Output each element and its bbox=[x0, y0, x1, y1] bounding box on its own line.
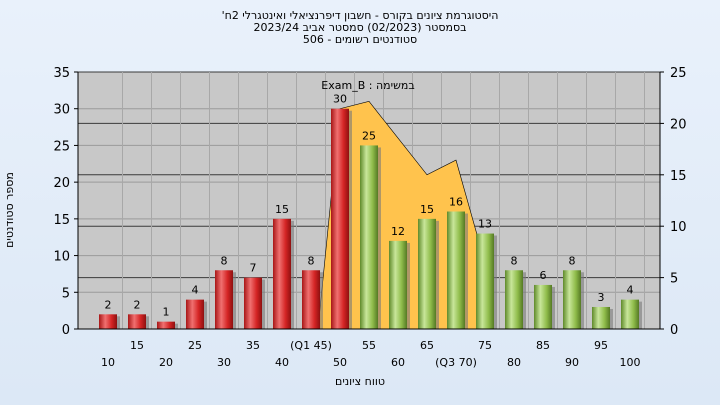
y-tick-label: 15 bbox=[53, 213, 70, 228]
y-axis-label: מספר סטודנטים bbox=[3, 172, 16, 248]
y2-tick-label: 10 bbox=[670, 220, 687, 235]
value-label: 8 bbox=[221, 254, 228, 267]
value-label: 2 bbox=[134, 298, 141, 311]
bar-40 bbox=[273, 218, 291, 329]
x-tick-label: 30 bbox=[217, 356, 231, 369]
bar-30 bbox=[215, 270, 233, 329]
value-label: 1 bbox=[163, 306, 170, 319]
bar-65 bbox=[418, 218, 436, 329]
x-tick-label: (Q3 70) bbox=[435, 356, 477, 369]
bar-55 bbox=[360, 145, 378, 329]
value-label: 4 bbox=[627, 284, 634, 297]
x-tick-label: 20 bbox=[159, 356, 173, 369]
value-label: 8 bbox=[511, 254, 518, 267]
legend-text: Exam_B : במשימה bbox=[321, 79, 414, 92]
bar-85 bbox=[534, 284, 552, 329]
bar-60 bbox=[389, 240, 407, 329]
bar-75 bbox=[476, 233, 494, 329]
x-tick-label: 50 bbox=[333, 356, 347, 369]
value-label: 4 bbox=[192, 284, 199, 297]
x-tick-label: 15 bbox=[130, 339, 144, 352]
x-tick-label: 80 bbox=[507, 356, 521, 369]
x-tick-label: 90 bbox=[565, 356, 579, 369]
y2-tick-label: 15 bbox=[670, 169, 687, 184]
y-tick-label: 30 bbox=[53, 103, 70, 118]
bar-50 bbox=[331, 108, 349, 329]
x-tick-label: 35 bbox=[246, 339, 260, 352]
x-tick-label: 40 bbox=[275, 356, 289, 369]
y-tick-label: 5 bbox=[62, 286, 70, 301]
y-tick-label: 10 bbox=[53, 250, 70, 265]
value-label: 13 bbox=[478, 218, 492, 231]
bar-15 bbox=[128, 314, 146, 329]
bar-20 bbox=[157, 321, 175, 329]
title-line-3: סטודנטים רשומים - 506 bbox=[302, 33, 418, 46]
value-label: 6 bbox=[540, 269, 547, 282]
y2-tick-label: 20 bbox=[670, 117, 687, 132]
chart-title: 'היסטוגרמת ציונים בקורס - חשבון דיפרנציא… bbox=[0, 10, 720, 46]
x-tick-label: (Q1 45) bbox=[290, 339, 332, 352]
x-tick-label: 85 bbox=[536, 339, 550, 352]
bar-(Q3 70) bbox=[447, 211, 465, 329]
y-tick-label: 20 bbox=[53, 176, 70, 191]
value-label: 25 bbox=[362, 129, 376, 142]
x-tick-label: 75 bbox=[478, 339, 492, 352]
x-tick-label: 65 bbox=[420, 339, 434, 352]
y2-tick-label: 25 bbox=[670, 66, 687, 81]
value-label: 2 bbox=[105, 298, 112, 311]
y-tick-label: 25 bbox=[53, 139, 70, 154]
x-tick-label: 10 bbox=[101, 356, 115, 369]
title-line-2: בסמסטר (02/2023) סמסטר אביב 2023/24 bbox=[253, 21, 467, 34]
bar-25 bbox=[186, 299, 204, 329]
x-tick-label: 100 bbox=[620, 356, 641, 369]
value-label: 3 bbox=[598, 291, 605, 304]
bar-90 bbox=[563, 270, 581, 329]
y-tick-label: 0 bbox=[62, 323, 70, 338]
title-line-1: 'היסטוגרמת ציונים בקורס - חשבון דיפרנציא… bbox=[221, 9, 499, 22]
value-label: 15 bbox=[275, 203, 289, 216]
value-label: 15 bbox=[420, 203, 434, 216]
bar-35 bbox=[244, 277, 262, 329]
value-label: 16 bbox=[449, 196, 463, 209]
x-axis-label: טווח ציונים bbox=[335, 375, 385, 388]
value-label: 30 bbox=[333, 93, 347, 106]
x-tick-label: 95 bbox=[594, 339, 608, 352]
y-tick-label: 35 bbox=[53, 66, 70, 81]
x-tick-label: 60 bbox=[391, 356, 405, 369]
bar-80 bbox=[505, 270, 523, 329]
bar-10 bbox=[99, 314, 117, 329]
x-tick-label: 25 bbox=[188, 339, 202, 352]
value-label: 12 bbox=[391, 225, 405, 238]
value-label: 7 bbox=[250, 262, 257, 275]
x-tick-label: 55 bbox=[362, 339, 376, 352]
value-label: 8 bbox=[308, 254, 315, 267]
y2-tick-label: 5 bbox=[670, 272, 678, 287]
bar-95 bbox=[592, 306, 610, 329]
value-label: 8 bbox=[569, 254, 576, 267]
y2-tick-label: 0 bbox=[670, 323, 678, 338]
bar-100 bbox=[621, 299, 639, 329]
bar-(Q1 45) bbox=[302, 270, 320, 329]
